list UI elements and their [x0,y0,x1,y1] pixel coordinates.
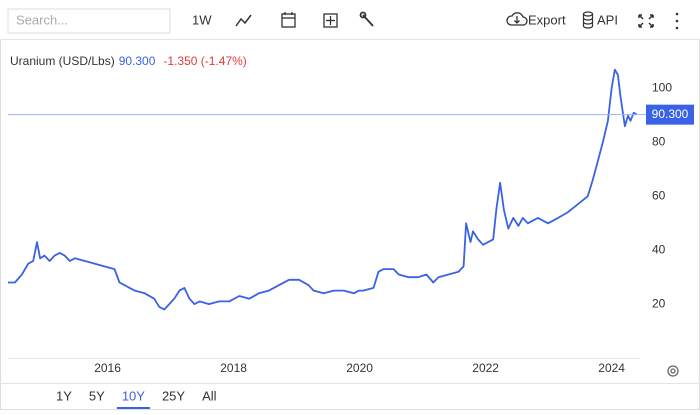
range-button[interactable]: 25Y [162,388,185,403]
settings-tool-icon[interactable] [359,11,374,27]
plot-area: 20 40 60 80 100 2016 2018 2020 2022 2024 90.300 [8,68,694,375]
x-tick-label: 2016 [94,361,121,375]
search-box[interactable] [7,8,171,34]
fullscreen-icon[interactable] [638,14,654,28]
x-tick-label: 2024 [598,361,625,375]
api-icon[interactable] [582,11,594,29]
y-tick-label: 80 [652,135,666,149]
export-button[interactable]: Export [528,12,566,27]
last-price: 90.300 [119,54,156,68]
export-icon[interactable] [506,12,528,26]
gear-icon[interactable] [667,365,679,377]
chart-title: Uranium (USD/Lbs) [10,54,115,68]
y-tick-label: 60 [652,188,666,202]
y-tick-label: 20 [652,296,666,310]
search-placeholder: Search... [16,12,68,27]
range-button[interactable]: All [202,388,217,403]
range-button[interactable]: 10Y [122,388,145,403]
add-indicator-icon[interactable] [323,13,338,28]
range-bar: 1Y 5Y 10Y 25Y All [56,388,217,409]
interval-button[interactable]: 1W [192,12,212,27]
price-change: -1.350 (-1.47%) [163,54,246,68]
last-price-badge [646,104,694,125]
range-button[interactable]: 1Y [56,388,72,403]
x-tick-label: 2020 [346,361,373,375]
x-tick-label: 2022 [472,361,499,375]
y-tick-label: 100 [652,81,672,95]
y-tick-label: 40 [652,242,666,256]
chart-type-icon[interactable] [235,14,252,27]
calendar-icon[interactable] [281,12,296,28]
price-line [8,68,638,311]
x-tick-label: 2018 [220,361,247,375]
api-button[interactable]: API [597,12,618,27]
more-icon[interactable] [675,12,679,30]
last-price-badge-label: 90.300 [652,107,689,121]
range-button[interactable]: 5Y [89,388,105,403]
